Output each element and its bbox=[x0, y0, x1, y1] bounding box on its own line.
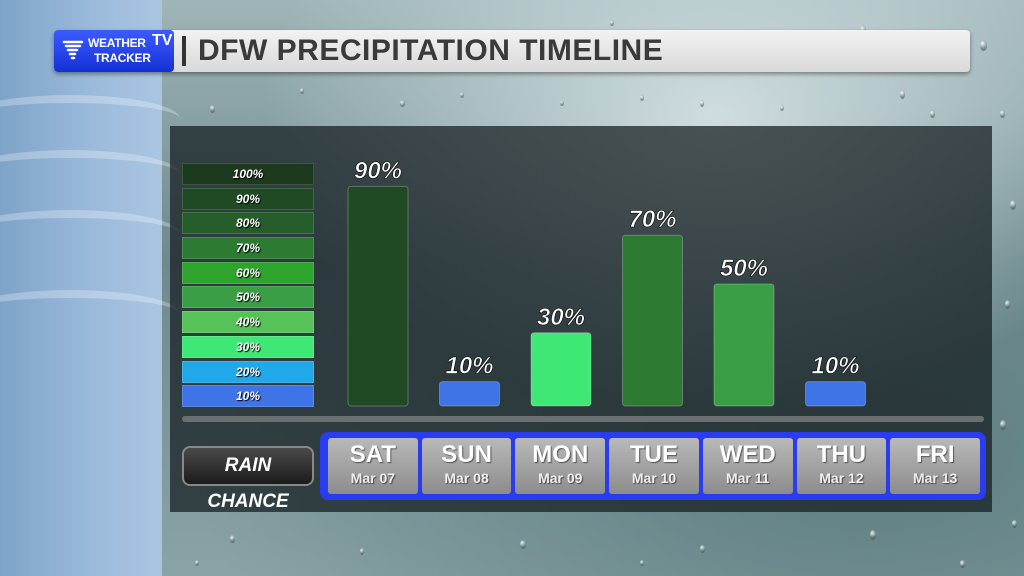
swirl-decoration bbox=[0, 150, 180, 198]
bar-thu bbox=[805, 381, 866, 407]
legend-item: 10% bbox=[182, 385, 314, 408]
bar-value-label: 30% bbox=[537, 304, 585, 331]
day-date: Mar 07 bbox=[350, 470, 396, 486]
bar-value-label: 50% bbox=[720, 255, 768, 282]
bar-mon bbox=[530, 332, 592, 407]
day-name: TUE bbox=[630, 441, 679, 468]
day-date: Mar 13 bbox=[912, 470, 958, 486]
day-name: SAT bbox=[349, 441, 396, 468]
station-logo: WEATHER TRACKER TV bbox=[54, 30, 174, 72]
day-name: THU bbox=[816, 441, 867, 468]
day-cell: WED Mar 11 bbox=[702, 438, 793, 494]
day-name: SUN bbox=[441, 441, 492, 468]
swirl-decoration bbox=[0, 210, 180, 258]
bar-value-label: 90% bbox=[354, 157, 402, 184]
day-date: Mar 10 bbox=[631, 470, 677, 486]
swirl-decoration bbox=[0, 95, 180, 143]
left-backdrop-strip bbox=[0, 0, 180, 576]
legend-item: 90% bbox=[182, 187, 314, 210]
bar-sun bbox=[439, 381, 500, 407]
swirl-decoration bbox=[0, 290, 180, 338]
logo-line2: TRACKER bbox=[94, 51, 151, 65]
day-strip: SAT Mar 07 SUN Mar 08 MON Mar 09 TUE Mar 10 WED M… bbox=[320, 432, 986, 500]
day-cell: SUN Mar 08 bbox=[421, 438, 512, 494]
legend-item: 40% bbox=[182, 311, 314, 334]
day-date: Mar 12 bbox=[819, 470, 864, 486]
tornado-icon bbox=[62, 40, 84, 60]
day-cell: SAT Mar 07 bbox=[328, 438, 418, 494]
color-legend: 100% 90% 80% 70% 60% 50% 40% 30% 20% 10% bbox=[182, 163, 316, 410]
bar-sat bbox=[347, 185, 409, 407]
day-name: WED bbox=[719, 441, 776, 468]
bar-value-label: 10% bbox=[811, 353, 859, 380]
day-date: Mar 09 bbox=[538, 470, 583, 486]
logo-line1: WEATHER bbox=[88, 36, 146, 50]
day-name: FRI bbox=[915, 441, 955, 468]
rain-chance-label: RAIN CHANCE bbox=[182, 446, 314, 512]
day-cell: TUE Mar 10 bbox=[609, 438, 699, 494]
day-cell: FRI Mar 13 bbox=[890, 438, 981, 494]
bar-tue bbox=[622, 234, 683, 407]
day-cell: MON Mar 09 bbox=[515, 438, 606, 494]
legend-item: 30% bbox=[182, 335, 314, 358]
bar-value-label: 70% bbox=[628, 206, 676, 233]
legend-item: 60% bbox=[182, 261, 314, 284]
bar-wed bbox=[713, 283, 775, 407]
logo-tv: TV bbox=[152, 32, 173, 49]
chart-baseline bbox=[182, 416, 984, 422]
legend-item: 50% bbox=[182, 286, 314, 309]
day-date: Mar 11 bbox=[725, 470, 770, 486]
legend-item: 70% bbox=[182, 237, 314, 260]
day-date: Mar 08 bbox=[444, 470, 489, 486]
title-bar bbox=[54, 30, 970, 72]
legend-item: 80% bbox=[182, 212, 314, 235]
bar-value-label: 10% bbox=[445, 353, 493, 380]
title-separator bbox=[182, 36, 186, 66]
legend-item: 100% bbox=[182, 163, 314, 185]
page-title: DFW PRECIPITATION TIMELINE bbox=[198, 34, 664, 67]
legend-item: 20% bbox=[182, 360, 314, 383]
day-cell: THU Mar 12 bbox=[796, 438, 887, 494]
day-name: MON bbox=[532, 441, 589, 468]
